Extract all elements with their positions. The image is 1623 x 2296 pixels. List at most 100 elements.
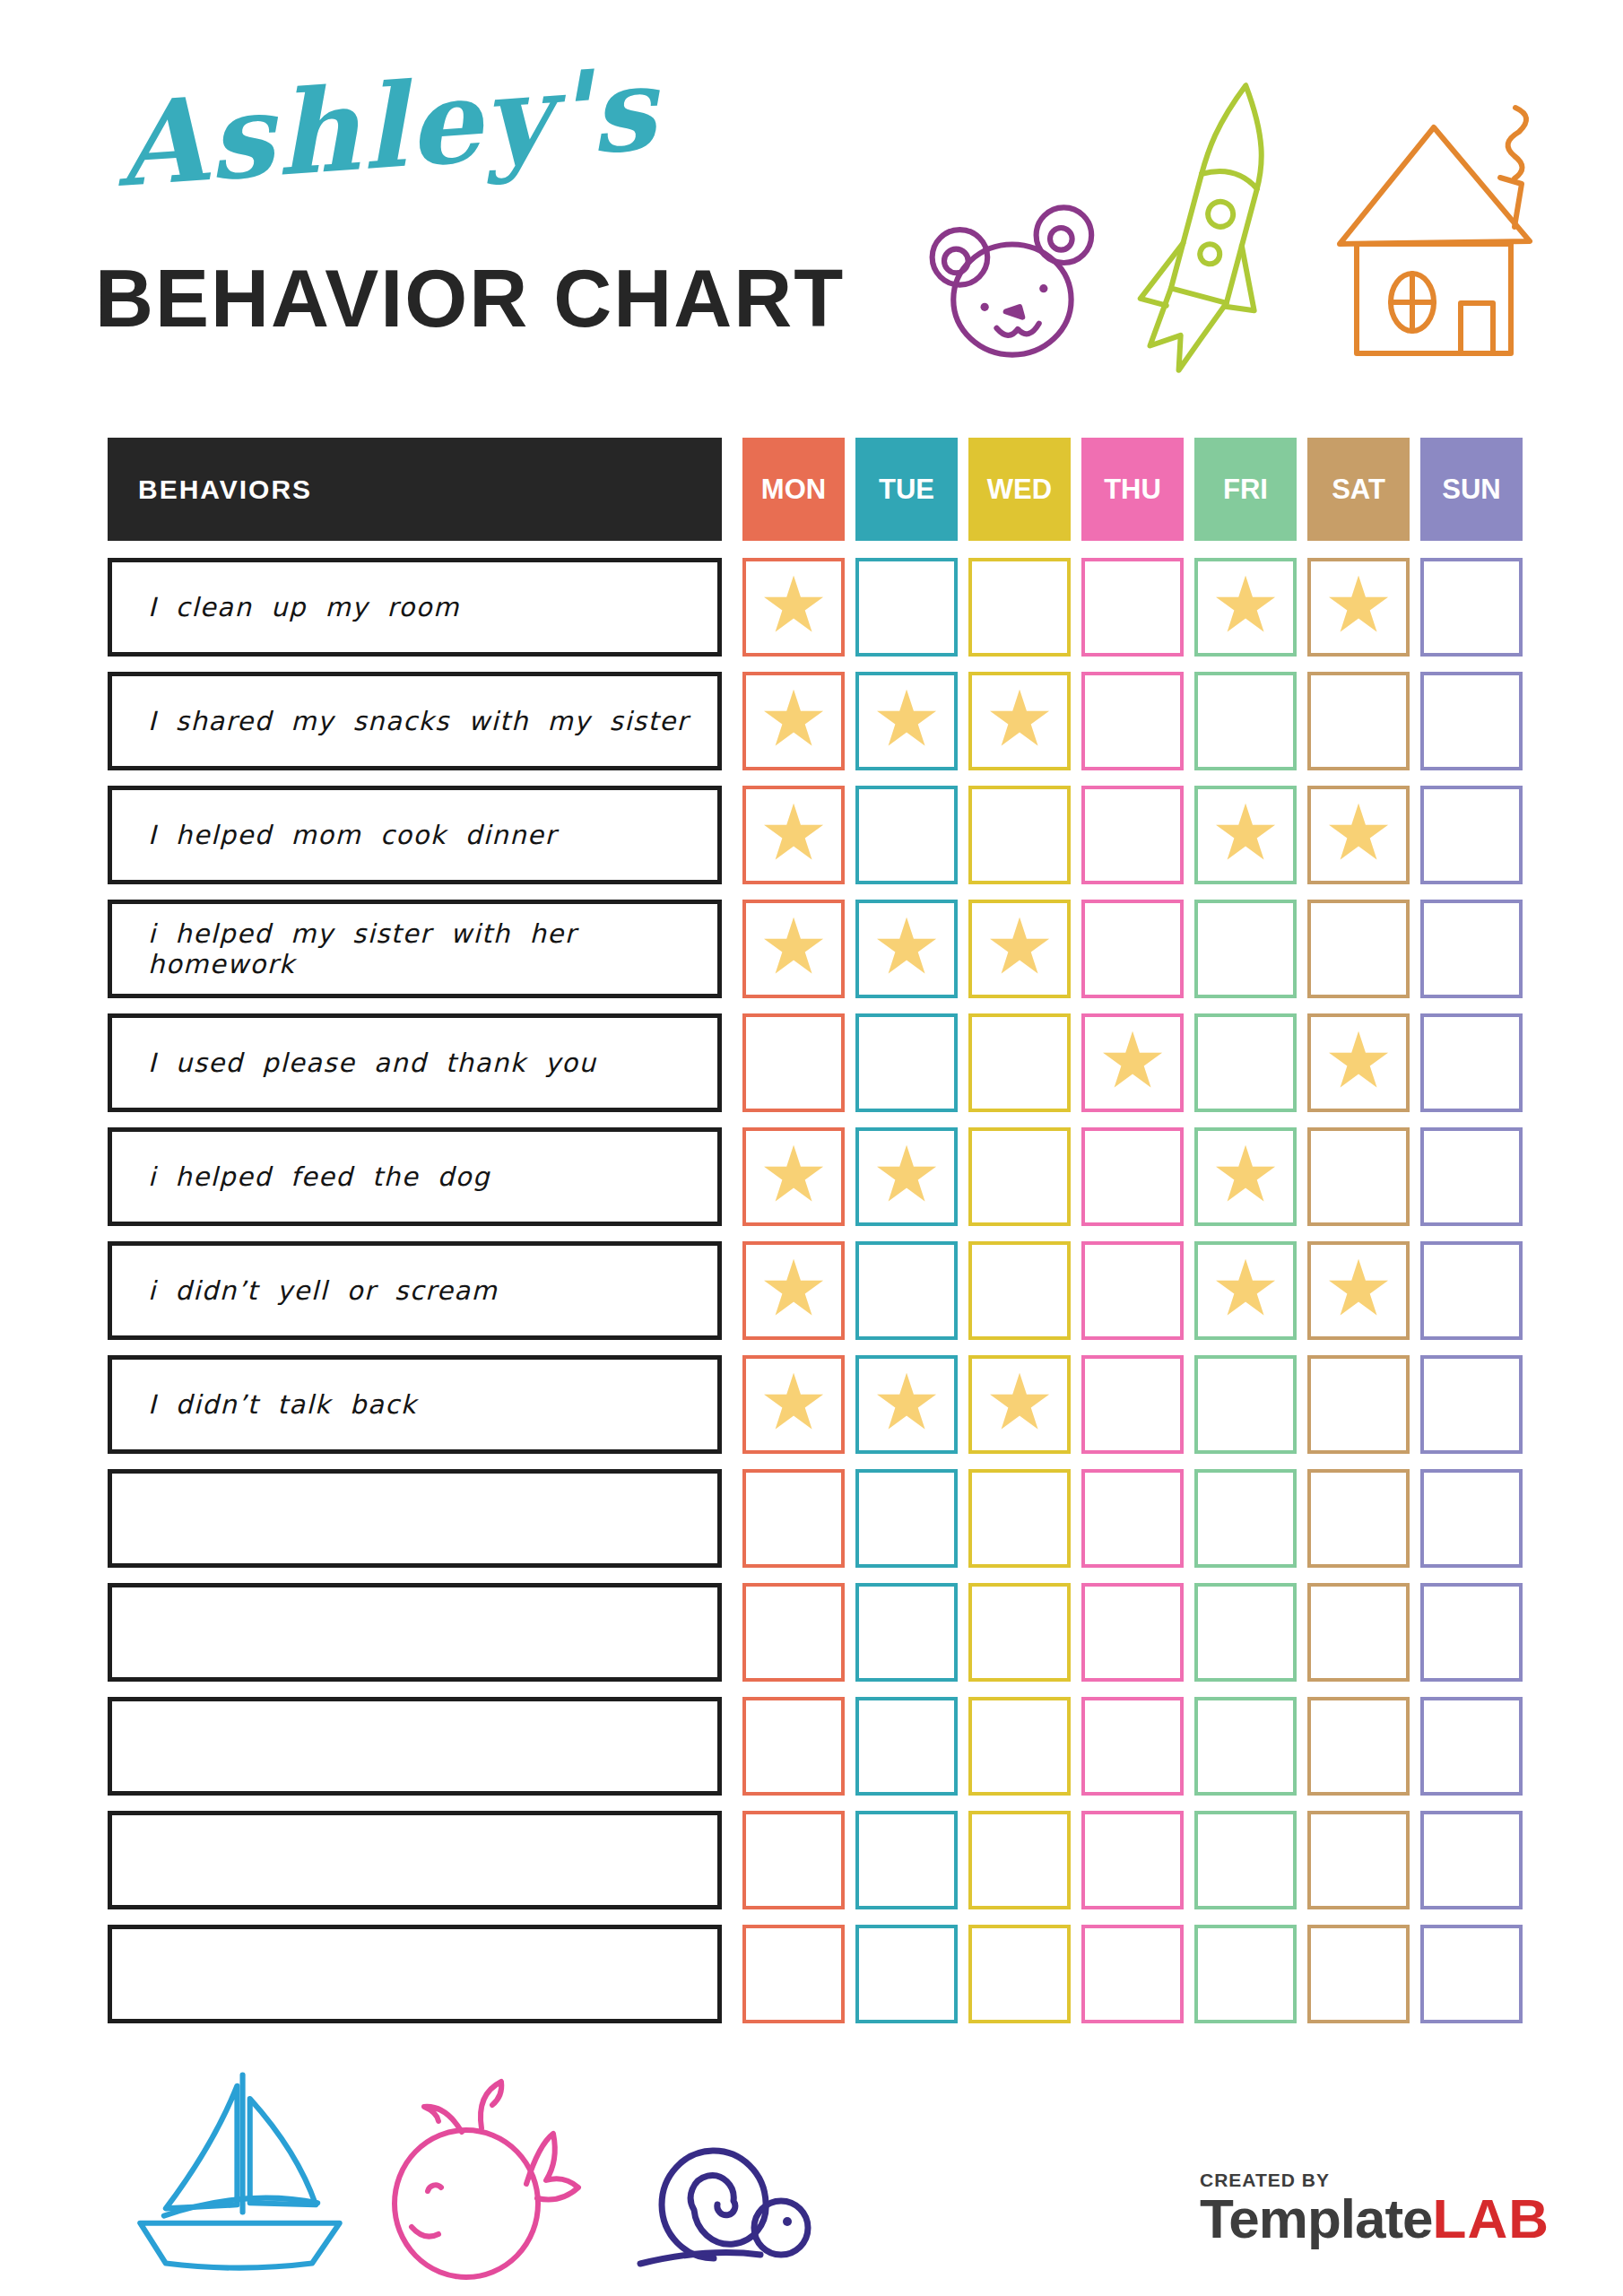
behavior-chart-page: Ashley's BEHAVIOR CHART bbox=[0, 0, 1623, 2296]
behavior-row bbox=[108, 1811, 1523, 1909]
star-icon: ★ bbox=[985, 680, 1054, 757]
star-icon: ★ bbox=[985, 1363, 1054, 1440]
day-header-fri: FRI bbox=[1194, 438, 1297, 541]
day-header-sat: SAT bbox=[1307, 438, 1410, 541]
day-cell-thu bbox=[1081, 672, 1184, 770]
day-cell-tue bbox=[855, 786, 958, 884]
star-icon: ★ bbox=[759, 1135, 828, 1213]
star-icon: ★ bbox=[1211, 1135, 1280, 1213]
day-cell-mon bbox=[742, 1697, 845, 1796]
day-cell-sun bbox=[1420, 786, 1523, 884]
star-icon: ★ bbox=[759, 908, 828, 985]
day-cell-wed: ★ bbox=[968, 900, 1071, 998]
day-cell-sat bbox=[1307, 1811, 1410, 1909]
behavior-label bbox=[108, 1925, 722, 2023]
day-cell-fri: ★ bbox=[1194, 558, 1297, 657]
day-cell-sun bbox=[1420, 1469, 1523, 1568]
day-cell-wed bbox=[968, 1013, 1071, 1112]
behavior-row: i didn’t yell or scream★★★ bbox=[108, 1241, 1523, 1340]
day-cell-wed bbox=[968, 1811, 1071, 1909]
behavior-row: i helped feed the dog ★ ★ ★ bbox=[108, 1127, 1523, 1226]
star-icon: ★ bbox=[759, 794, 828, 871]
day-cell-fri bbox=[1194, 1469, 1297, 1568]
day-cell-sat bbox=[1307, 1355, 1410, 1454]
behavior-row bbox=[108, 1583, 1523, 1682]
created-by-label: CREATED BY bbox=[1200, 2170, 1549, 2189]
day-cell-sun bbox=[1420, 1355, 1523, 1454]
page-title: BEHAVIOR CHART bbox=[95, 258, 845, 339]
day-cell-fri: ★ bbox=[1194, 1241, 1297, 1340]
star-icon: ★ bbox=[1324, 1249, 1393, 1326]
day-cell-mon bbox=[742, 1583, 845, 1682]
sailboat-doodle-icon bbox=[126, 2058, 354, 2278]
day-cell-sat: ★ bbox=[1307, 558, 1410, 657]
day-header-mon: MON bbox=[742, 438, 845, 541]
day-cell-thu bbox=[1081, 1811, 1184, 1909]
day-cell-sat bbox=[1307, 1127, 1410, 1226]
star-icon: ★ bbox=[759, 566, 828, 643]
star-icon: ★ bbox=[872, 680, 941, 757]
day-cell-wed bbox=[968, 786, 1071, 884]
house-doodle-icon bbox=[1325, 90, 1541, 363]
star-icon: ★ bbox=[1324, 794, 1393, 871]
day-cell-thu bbox=[1081, 1127, 1184, 1226]
behavior-label bbox=[108, 1811, 722, 1909]
behavior-label: I clean up my room bbox=[108, 558, 722, 657]
day-cell-thu bbox=[1081, 900, 1184, 998]
day-cell-fri bbox=[1194, 1811, 1297, 1909]
behavior-row: I didn’t talk back★★★ bbox=[108, 1355, 1523, 1454]
day-cell-fri bbox=[1194, 1583, 1297, 1682]
day-cell-mon bbox=[742, 1013, 845, 1112]
rocket-doodle-icon bbox=[1137, 74, 1307, 392]
star-icon: ★ bbox=[1211, 794, 1280, 871]
day-cell-thu bbox=[1081, 1355, 1184, 1454]
day-cell-sat bbox=[1307, 900, 1410, 998]
day-cell-thu bbox=[1081, 786, 1184, 884]
star-icon: ★ bbox=[759, 1363, 828, 1440]
day-cell-wed bbox=[968, 1127, 1071, 1226]
day-cell-wed: ★ bbox=[968, 672, 1071, 770]
day-cell-sun bbox=[1420, 672, 1523, 770]
behaviors-column-header: BEHAVIORS bbox=[108, 438, 722, 541]
star-icon: ★ bbox=[1324, 1022, 1393, 1099]
day-cell-fri bbox=[1194, 1697, 1297, 1796]
day-cell-tue bbox=[855, 1925, 958, 2023]
day-cell-sat bbox=[1307, 1469, 1410, 1568]
day-cell-mon: ★ bbox=[742, 1241, 845, 1340]
day-cell-tue: ★ bbox=[855, 1127, 958, 1226]
day-cell-thu bbox=[1081, 1469, 1184, 1568]
day-cell-thu bbox=[1081, 1925, 1184, 2023]
star-icon: ★ bbox=[872, 1135, 941, 1213]
day-cell-fri bbox=[1194, 1925, 1297, 2023]
star-icon: ★ bbox=[872, 908, 941, 985]
star-icon: ★ bbox=[1211, 566, 1280, 643]
day-cell-sat: ★ bbox=[1307, 1241, 1410, 1340]
star-icon: ★ bbox=[759, 680, 828, 757]
behavior-row: I used please and thank you★★ bbox=[108, 1013, 1523, 1112]
day-cell-mon: ★ bbox=[742, 1127, 845, 1226]
day-cell-fri bbox=[1194, 672, 1297, 770]
day-cell-thu: ★ bbox=[1081, 1013, 1184, 1112]
star-icon: ★ bbox=[985, 908, 1054, 985]
brand-template: Template bbox=[1200, 2187, 1433, 2249]
day-cell-tue: ★ bbox=[855, 900, 958, 998]
day-cell-wed: ★ bbox=[968, 1355, 1071, 1454]
child-name: Ashley's bbox=[112, 45, 661, 209]
behavior-label bbox=[108, 1697, 722, 1796]
day-cell-sun bbox=[1420, 1925, 1523, 2023]
day-cell-wed bbox=[968, 1241, 1071, 1340]
snail-doodle-icon bbox=[599, 2117, 832, 2269]
day-cell-sun bbox=[1420, 1013, 1523, 1112]
templatelab-logo: CREATED BY TemplateLAB bbox=[1200, 2170, 1549, 2247]
day-cell-fri: ★ bbox=[1194, 1127, 1297, 1226]
day-cell-mon: ★ bbox=[742, 558, 845, 657]
behavior-label bbox=[108, 1583, 722, 1682]
bear-doodle-icon bbox=[916, 193, 1114, 368]
day-cell-sat bbox=[1307, 1583, 1410, 1682]
behavior-row: I shared my snacks with my sister★★★ bbox=[108, 672, 1523, 770]
day-cell-thu bbox=[1081, 558, 1184, 657]
behavior-label: i helped my sister with her homework bbox=[108, 900, 722, 998]
day-cell-sun bbox=[1420, 1583, 1523, 1682]
day-cell-wed bbox=[968, 1469, 1071, 1568]
behavior-label: i helped feed the dog bbox=[108, 1127, 722, 1226]
